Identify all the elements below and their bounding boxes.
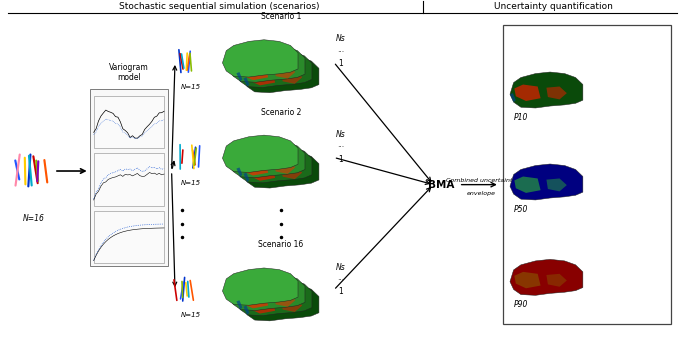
Text: Scenario 2: Scenario 2: [261, 107, 301, 117]
Text: 1: 1: [338, 59, 343, 68]
Bar: [94, 96, 164, 148]
Text: 1: 1: [338, 155, 343, 163]
Polygon shape: [510, 164, 583, 200]
Text: Stochastic sequential simulation (scenarios): Stochastic sequential simulation (scenar…: [119, 2, 319, 11]
Polygon shape: [236, 146, 312, 183]
Polygon shape: [547, 87, 566, 100]
Polygon shape: [236, 300, 242, 310]
Polygon shape: [248, 68, 275, 86]
Polygon shape: [229, 140, 305, 177]
Text: P10: P10: [513, 113, 527, 122]
Text: BMA: BMA: [428, 180, 455, 189]
Text: N=15: N=15: [180, 84, 201, 90]
Text: P50: P50: [513, 205, 527, 214]
Polygon shape: [229, 45, 305, 82]
Text: P90: P90: [513, 300, 527, 310]
Bar: [94, 211, 164, 263]
Polygon shape: [510, 259, 583, 295]
Polygon shape: [281, 299, 302, 312]
Polygon shape: [243, 173, 249, 182]
Polygon shape: [248, 297, 275, 314]
Text: Ns: Ns: [336, 130, 345, 139]
Polygon shape: [514, 84, 540, 101]
Text: N=15: N=15: [180, 312, 201, 318]
Polygon shape: [223, 135, 298, 172]
Text: Variogram
model: Variogram model: [109, 63, 149, 82]
Polygon shape: [274, 293, 295, 307]
Polygon shape: [241, 291, 268, 308]
Text: Ns: Ns: [336, 263, 345, 272]
Polygon shape: [248, 164, 275, 181]
Polygon shape: [243, 55, 319, 93]
Polygon shape: [514, 272, 540, 288]
Polygon shape: [274, 160, 295, 174]
Polygon shape: [547, 179, 566, 192]
Polygon shape: [510, 93, 516, 102]
Polygon shape: [229, 273, 305, 311]
Polygon shape: [243, 284, 319, 321]
Polygon shape: [281, 166, 302, 179]
Text: ...: ...: [337, 140, 344, 149]
Polygon shape: [281, 70, 302, 84]
Text: ...: ...: [337, 44, 344, 54]
Polygon shape: [236, 50, 312, 88]
Polygon shape: [241, 158, 268, 175]
Polygon shape: [236, 278, 312, 316]
Polygon shape: [243, 305, 249, 315]
Bar: [90, 89, 169, 266]
Polygon shape: [243, 151, 319, 188]
Polygon shape: [241, 63, 268, 80]
Text: Scenario 16: Scenario 16: [258, 240, 303, 249]
Text: envelope: envelope: [466, 192, 495, 196]
Polygon shape: [510, 72, 583, 108]
Text: ...: ...: [337, 273, 344, 282]
Polygon shape: [243, 77, 249, 87]
Polygon shape: [223, 268, 298, 305]
Text: Uncertainty quantification: Uncertainty quantification: [495, 2, 613, 11]
Text: Ns: Ns: [336, 34, 345, 43]
Polygon shape: [547, 274, 566, 287]
Text: N=15: N=15: [180, 180, 201, 185]
Bar: [94, 154, 164, 206]
Text: 1: 1: [338, 287, 343, 297]
Polygon shape: [223, 40, 298, 77]
Polygon shape: [236, 168, 242, 177]
Text: N=16: N=16: [23, 214, 45, 223]
Bar: [503, 25, 671, 324]
Polygon shape: [274, 65, 295, 79]
Polygon shape: [514, 176, 540, 193]
Polygon shape: [236, 72, 242, 81]
Text: Scenario 1: Scenario 1: [261, 12, 301, 21]
Text: Combined uncertainty: Combined uncertainty: [446, 178, 516, 183]
